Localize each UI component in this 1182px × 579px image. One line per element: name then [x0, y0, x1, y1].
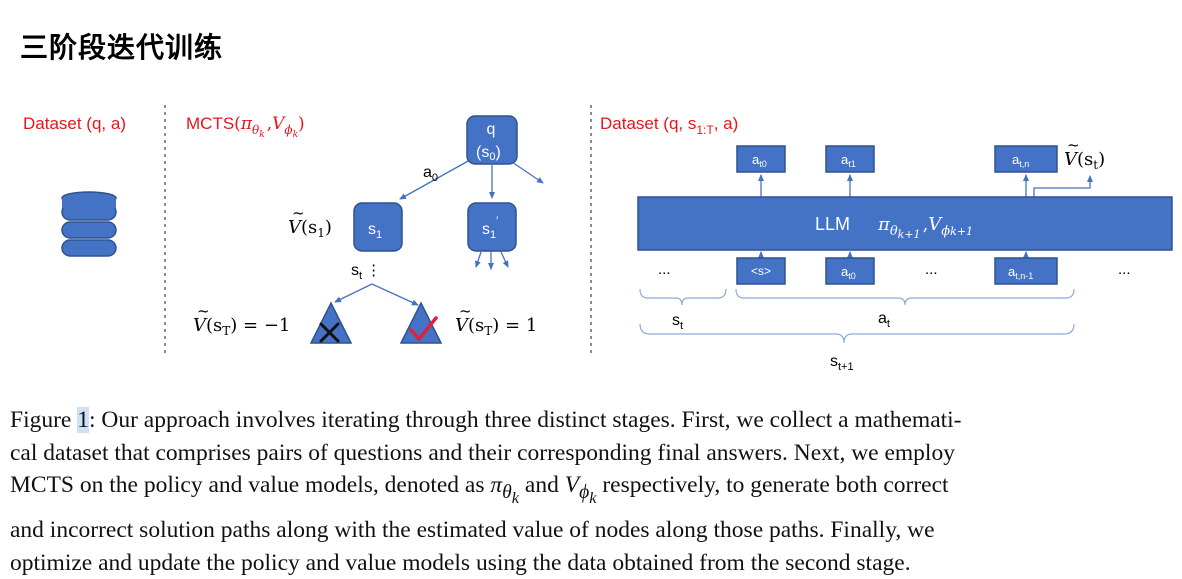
- ellipsis-3: ...: [1118, 261, 1131, 278]
- leaf-negative: [309, 301, 353, 344]
- svg-text:LLM: LLM: [815, 214, 850, 234]
- ellipsis-2: ...: [925, 261, 938, 278]
- svg-text:(s0): (s0): [476, 144, 501, 163]
- panel2-label: MCTS(πθk,Vϕk): [186, 114, 305, 140]
- value-st-tilde: ~: [1067, 136, 1080, 154]
- root-node-q: q (s0): [466, 115, 518, 165]
- svg-text:πθk+1,Vϕk+1: πθk+1 ,Vϕk+1: [877, 214, 973, 241]
- figure-diagram: Dataset (q, a) MCTS(πθk,Vϕk) q (s0) a0 s…: [23, 105, 1173, 373]
- leaf-left-tilde: ~: [197, 302, 210, 320]
- top-token-at1: at1: [825, 145, 875, 173]
- llm-arrows: [758, 174, 1093, 258]
- value-s1: V(s1): [288, 217, 332, 240]
- bottom-token-at0: at0: [825, 257, 875, 285]
- top-token-atn: at,n: [994, 145, 1058, 173]
- svg-text:at1: at1: [841, 152, 856, 169]
- database-icon: [61, 191, 117, 257]
- page-title: 三阶段迭代训练: [20, 31, 224, 64]
- svg-text:<s>: <s>: [751, 264, 771, 278]
- edges-mcts: [334, 159, 544, 306]
- leaf-left-value: V(sT) = −1: [193, 315, 290, 338]
- caption-line-1: Figure 1: Our approach involves iteratin…: [10, 407, 962, 433]
- svg-text:q: q: [487, 121, 496, 138]
- value-s1-tilde: ~: [292, 204, 305, 222]
- cross-icon: [319, 322, 340, 343]
- figure-caption: Figure 1: Our approach involves iteratin…: [10, 404, 1175, 579]
- svg-text:s1′: s1′: [482, 215, 498, 241]
- bottom-token-bos: <s>: [736, 257, 786, 285]
- svg-text:at0: at0: [841, 264, 856, 281]
- braces: [639, 288, 1075, 344]
- leaf-right-value: V(sT) = 1: [455, 315, 537, 338]
- caption-line-5: optimize and update the policy and value…: [10, 549, 911, 576]
- top-token-at0: at0: [736, 145, 786, 173]
- svg-text:at0: at0: [752, 152, 767, 169]
- bottom-token-atn1: at,n-1: [994, 257, 1058, 285]
- panel1-label: Dataset (q, a): [23, 114, 126, 133]
- value-st: V(st): [1064, 149, 1105, 172]
- svg-text:at,n-1: at,n-1: [1008, 264, 1033, 281]
- caption-line-2: cal dataset that comprises pairs of ques…: [10, 439, 955, 466]
- panel3-label: Dataset (q, s1:T, a): [600, 114, 738, 137]
- leaf-right-tilde: ~: [459, 302, 472, 320]
- brace-label-st1: st+1: [830, 353, 854, 373]
- llm-block: LLM πθk+1 ,Vϕk+1: [637, 196, 1173, 251]
- leaf-positive: [399, 301, 443, 344]
- node-s1-prime: s1′: [467, 202, 517, 252]
- node-s1: s1: [353, 202, 403, 252]
- caption-line-3: MCTS on the policy and value models, den…: [10, 472, 949, 507]
- ellipsis-1: ...: [658, 261, 671, 278]
- svg-text:at,n: at,n: [1012, 152, 1029, 169]
- figure-number-link[interactable]: 1: [77, 407, 89, 433]
- st-label: st ⋮: [351, 262, 381, 282]
- check-icon: [409, 316, 438, 341]
- svg-text:s1: s1: [368, 221, 382, 241]
- edge-label-a0: a0: [423, 164, 438, 184]
- caption-line-4: and incorrect solution paths along with …: [10, 517, 935, 544]
- brace-label-at: at: [878, 310, 890, 330]
- brace-label-st: st: [672, 312, 683, 332]
